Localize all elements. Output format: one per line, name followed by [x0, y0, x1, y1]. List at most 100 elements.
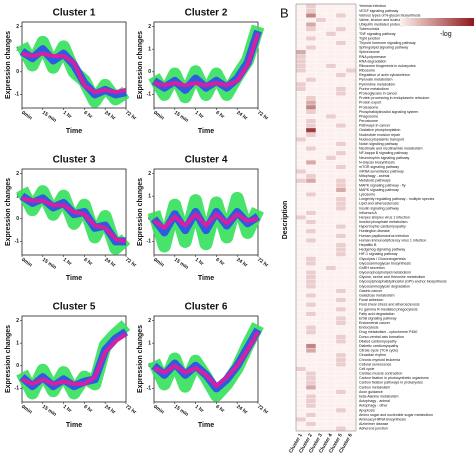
heat-cell	[335, 279, 347, 285]
x-tick-label: 1 hr	[62, 110, 73, 120]
y-tick-label: -1	[15, 239, 20, 245]
heat-cell	[315, 45, 327, 51]
heat-cell	[345, 343, 357, 349]
x-tick-label: 15 min	[41, 110, 57, 124]
heat-cell	[295, 311, 307, 317]
heat-cell	[325, 371, 337, 377]
row-label: Purine metabolism	[359, 87, 389, 91]
heat-cell	[315, 224, 327, 230]
x-tick-label: 6 hr	[82, 110, 93, 120]
heat-cell	[305, 205, 317, 211]
heat-cell	[335, 100, 347, 106]
heat-cell	[345, 118, 357, 124]
heat-cell	[345, 169, 357, 175]
heat-cell	[305, 169, 317, 175]
row-label: Autophagy - animal	[359, 399, 390, 403]
heat-cell	[295, 421, 307, 427]
heat-cell	[325, 247, 337, 253]
heat-cell	[345, 421, 357, 427]
heat-cell	[325, 77, 337, 83]
heat-cell	[305, 348, 317, 354]
heat-cell	[295, 146, 307, 152]
heat-cell	[295, 159, 307, 165]
row-label: Amino sugar and nucleotide sugar metabol…	[359, 413, 433, 417]
heat-cell	[315, 426, 327, 432]
row-label: Nicotinate and nicotinamide metabolism	[359, 147, 423, 151]
y-tick-label: 1	[148, 193, 151, 199]
heat-cell	[295, 306, 307, 312]
heat-cell	[305, 141, 317, 147]
heat-cell	[345, 224, 357, 230]
row-label: Phosphatidylinositol signaling system	[359, 110, 418, 114]
heat-cell	[335, 242, 347, 248]
heat-cell	[335, 178, 347, 184]
heat-cell	[315, 283, 327, 289]
heat-cell	[305, 173, 317, 179]
heat-cell	[295, 35, 307, 41]
heat-cell	[295, 228, 307, 234]
heat-cell	[345, 389, 357, 395]
heat-cell	[315, 375, 327, 381]
heat-cell	[295, 233, 307, 239]
heat-cell	[305, 251, 317, 257]
heat-cell	[315, 366, 327, 372]
row-label: Fc gamma R-mediated phagocytosis	[359, 307, 418, 311]
heat-cell	[295, 192, 307, 197]
heat-cell	[305, 265, 317, 271]
heat-cell	[335, 375, 347, 381]
heat-cell	[335, 283, 347, 289]
x-tick-label: 0min	[152, 110, 165, 122]
row-label: Hedgehog signaling pathway	[359, 248, 405, 252]
heat-cell	[345, 293, 357, 298]
heat-cell	[315, 412, 327, 418]
heat-cell	[335, 339, 347, 344]
heat-cell	[315, 242, 327, 248]
heat-cell	[295, 114, 307, 119]
heat-cell	[345, 306, 357, 312]
heat-cell	[325, 215, 337, 220]
heat-cell	[295, 173, 307, 179]
heat-cell	[305, 187, 317, 193]
heat-cell	[345, 297, 357, 303]
heat-cell	[345, 187, 357, 193]
heat-cell	[325, 86, 337, 92]
heat-cell	[335, 256, 347, 262]
heat-cell	[305, 77, 317, 83]
heat-cell	[315, 348, 327, 354]
heat-cell	[335, 137, 347, 142]
heat-cell	[325, 357, 337, 363]
x-axis-label: Time	[198, 275, 214, 282]
heat-cell	[295, 91, 307, 96]
heat-cell	[295, 371, 307, 377]
plot-frame	[153, 21, 259, 109]
heat-cell	[345, 150, 357, 156]
heat-cell	[345, 375, 357, 381]
heat-cell	[335, 348, 347, 354]
row-label: ErbB signaling pathway	[359, 316, 397, 320]
row-label: MAPK signaling pathway - fly	[359, 183, 406, 187]
heat-cell	[345, 13, 357, 18]
row-label: Influenza A	[359, 211, 377, 215]
x-tick-label: 72 hr	[256, 110, 269, 122]
heat-cell	[335, 311, 347, 317]
heat-cell	[315, 187, 327, 193]
heat-cell	[315, 205, 327, 211]
heat-cell	[325, 31, 337, 37]
row-label: Nucleocytoplasmic transport	[359, 137, 404, 141]
heat-cell	[335, 17, 347, 23]
heat-cell	[325, 274, 337, 280]
heat-cell	[305, 293, 317, 298]
heat-cell	[315, 127, 327, 133]
row-label: Cellular senescence	[359, 362, 391, 366]
heat-cell	[305, 334, 317, 340]
x-tick-label: 15 min	[173, 257, 189, 271]
heat-cell	[295, 77, 307, 83]
heat-cell	[305, 146, 317, 152]
y-tick-label: -1	[15, 386, 20, 392]
row-label: Thyroid hormone signaling pathway	[359, 41, 416, 45]
heat-cell	[345, 109, 357, 115]
heat-cell	[315, 173, 327, 179]
heat-cell	[325, 228, 337, 234]
heat-cell	[325, 260, 337, 266]
heat-cell	[305, 58, 317, 64]
